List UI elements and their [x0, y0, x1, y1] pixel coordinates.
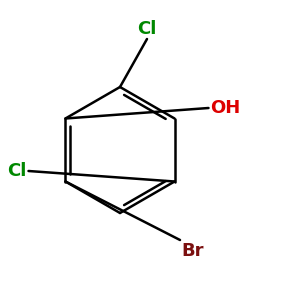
- Text: Br: Br: [182, 242, 204, 260]
- Text: Cl: Cl: [137, 20, 157, 38]
- Text: Cl: Cl: [8, 162, 27, 180]
- Text: OH: OH: [210, 99, 240, 117]
